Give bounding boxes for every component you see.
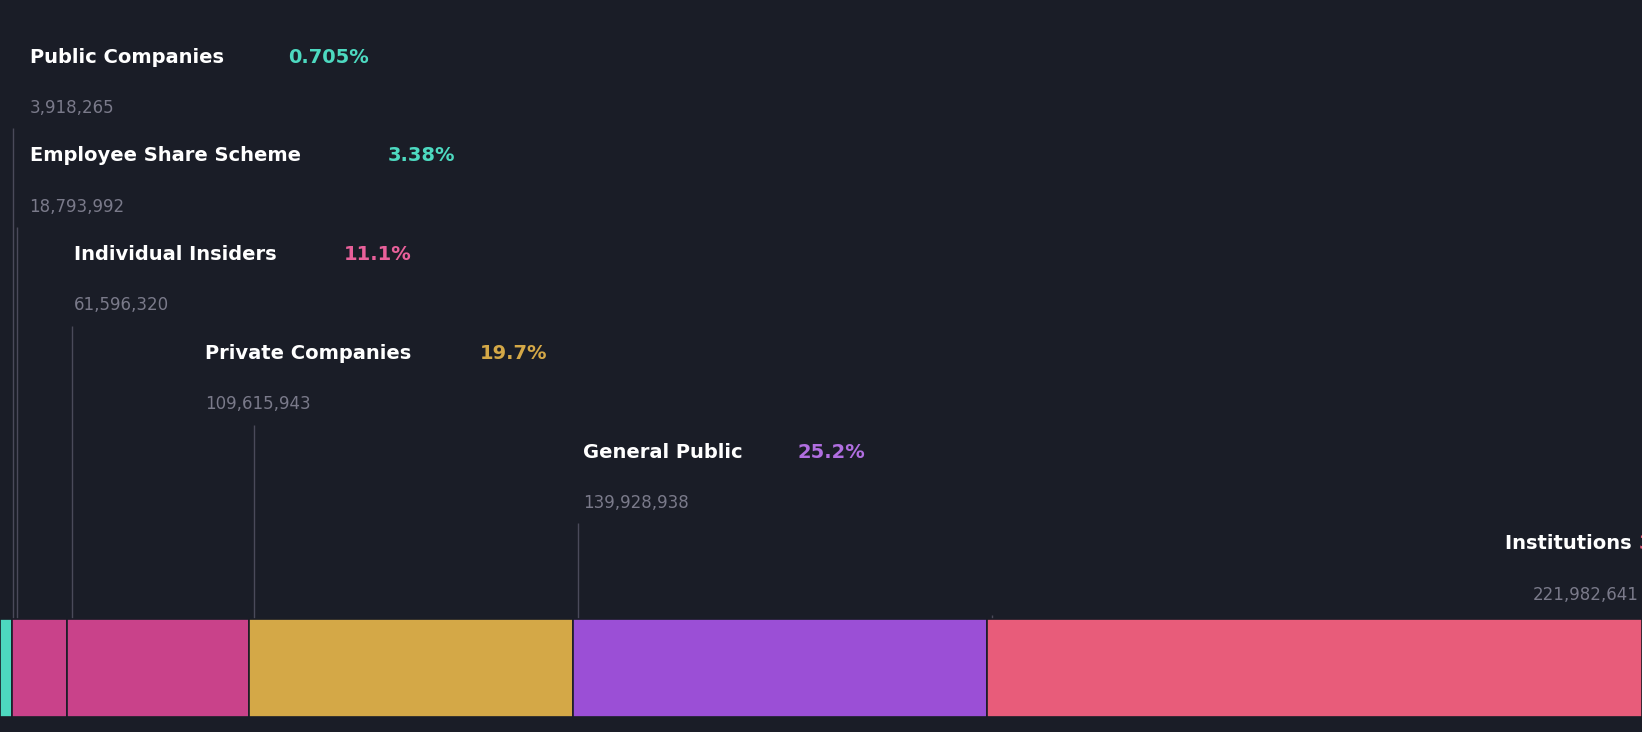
Bar	[11, 619, 67, 717]
Text: 39.9%: 39.9%	[1639, 534, 1642, 553]
Text: 3.38%: 3.38%	[388, 146, 455, 165]
Text: Employee Share Scheme: Employee Share Scheme	[30, 146, 307, 165]
Bar	[0, 619, 11, 717]
Text: 61,596,320: 61,596,320	[74, 296, 169, 315]
Text: Institutions: Institutions	[1506, 534, 1639, 553]
Text: 25.2%: 25.2%	[798, 443, 865, 462]
Text: Individual Insiders: Individual Insiders	[74, 245, 284, 264]
Text: Public Companies: Public Companies	[30, 48, 230, 67]
Text: 0.705%: 0.705%	[289, 48, 369, 67]
Text: General Public: General Public	[583, 443, 749, 462]
Bar	[987, 619, 1642, 717]
Text: 3,918,265: 3,918,265	[30, 99, 115, 117]
Text: 11.1%: 11.1%	[345, 245, 412, 264]
Text: Private Companies: Private Companies	[205, 344, 419, 363]
Bar	[573, 619, 987, 717]
Bar	[67, 619, 250, 717]
Text: 18,793,992: 18,793,992	[30, 198, 125, 216]
Text: 221,982,641: 221,982,641	[1534, 586, 1639, 604]
Text: 139,928,938: 139,928,938	[583, 494, 688, 512]
Bar	[250, 619, 573, 717]
Text: 19.7%: 19.7%	[479, 344, 547, 363]
Text: 109,615,943: 109,615,943	[205, 395, 310, 414]
